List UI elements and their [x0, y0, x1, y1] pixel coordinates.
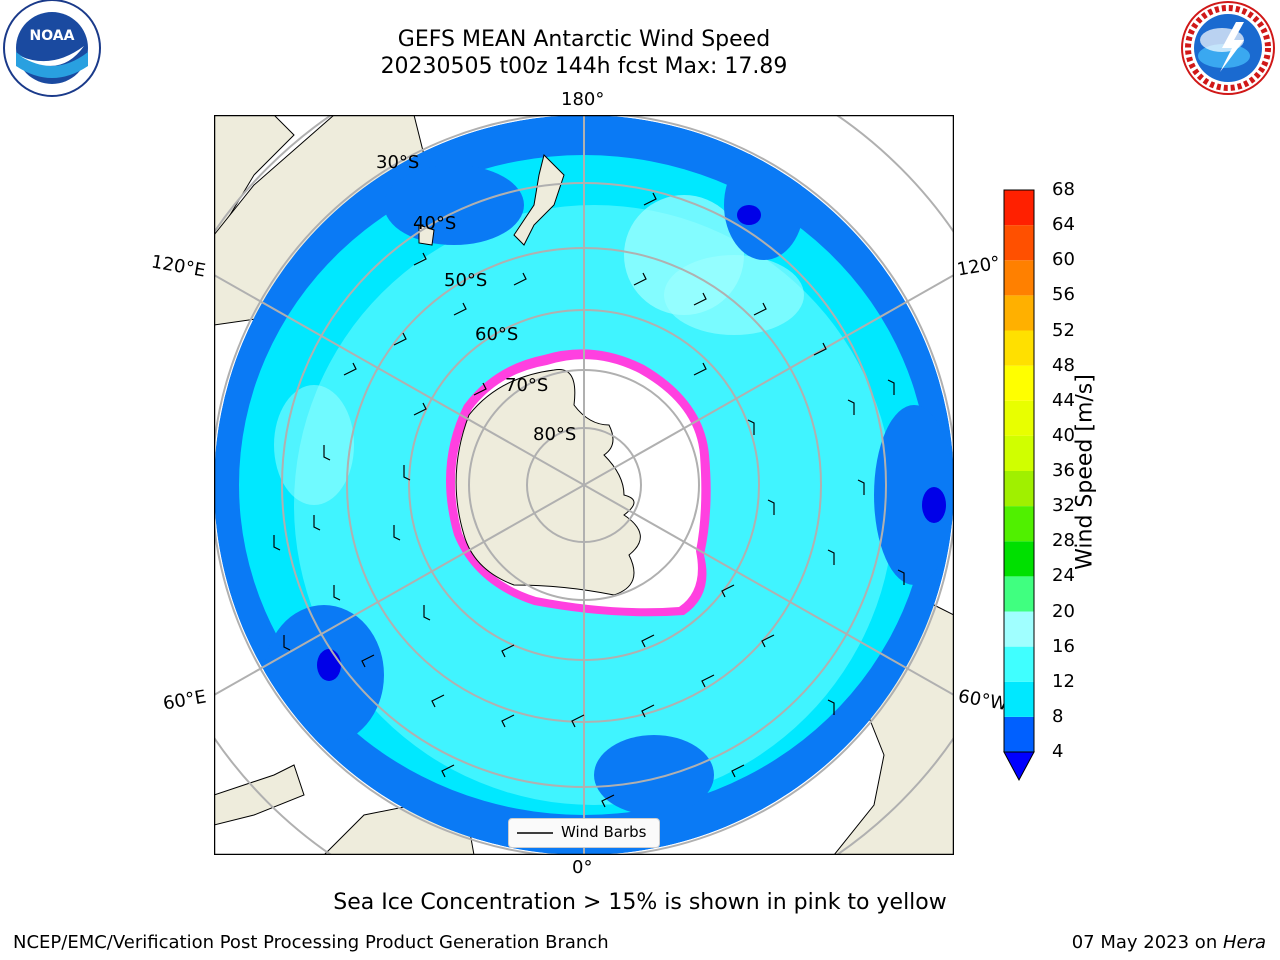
title-line-1: GEFS MEAN Antarctic Wind Speed: [397, 27, 771, 52]
colorbar-segment: [1004, 646, 1034, 682]
colorbar-segment: [1004, 330, 1034, 366]
colorbar-tick-label: 20: [1052, 600, 1075, 622]
colorbar-segment: [1004, 400, 1034, 436]
colorbar-tick-label: 8: [1052, 705, 1064, 727]
colorbar-segment: [1004, 365, 1034, 401]
colorbar-segment: [1004, 541, 1034, 577]
colorbar-tick-label: 12: [1052, 670, 1075, 692]
colorbar-tick-label: 24: [1052, 565, 1075, 587]
lon-label-120w: 120°: [955, 252, 1002, 281]
colorbar-tick-label: 56: [1052, 284, 1075, 306]
colorbar-extend-min: [1003, 751, 1035, 782]
colorbar-frame: [1003, 189, 1035, 753]
colorbar-segment: [1004, 435, 1034, 471]
footer-host: Hera: [1222, 932, 1266, 953]
colorbar-segment: [1004, 611, 1034, 647]
lat-label-80s: 80°S: [533, 424, 577, 445]
colorbar-tick-label: 64: [1052, 214, 1075, 236]
colorbar-tick-label: 36: [1052, 460, 1075, 481]
colorbar-segment: [1004, 260, 1034, 296]
polar-map: [214, 115, 954, 855]
noaa-logo: NOAA: [0, 0, 104, 100]
lat-label-60s: 60°S: [475, 324, 519, 345]
colorbar-tick-label: 44: [1052, 389, 1075, 411]
land-new-zealand: [513, 154, 565, 246]
land-australia-corner: [214, 115, 295, 246]
lat-label-70s: 70°S: [505, 375, 549, 396]
colorbar-tick-label: 60: [1052, 249, 1075, 271]
footer-right: 07 May 2023 on Hera: [1072, 932, 1266, 953]
lat-label-30s: 30°S: [376, 152, 420, 173]
colorbar-segment: [1004, 681, 1034, 717]
lon-label-0: 0°: [572, 857, 593, 878]
colorbar-tick-label: 4: [1052, 741, 1064, 762]
colorbar-ticks: 4 8 12 16 20 24 28 32 36 40 44 48 52 56 60 64 68: [1042, 0, 1102, 960]
lon-label-180: 180°: [561, 89, 605, 110]
lat-label-40s: 40°S: [413, 213, 457, 234]
colorbar-segment: [1004, 506, 1034, 542]
colorbar-segment: [1004, 190, 1034, 226]
footer-date: 07 May 2023 on: [1071, 932, 1223, 953]
colorbar-segment: [1004, 225, 1034, 261]
colorbar-tick-label: 48: [1052, 354, 1075, 376]
colorbar-tick-label: 40: [1052, 424, 1075, 446]
title-line-2: 20230505 t00z 144h fcst Max: 17.89: [380, 54, 788, 79]
colorbar-segment: [1004, 716, 1034, 752]
legend-label: Wind Barbs: [561, 823, 647, 841]
colorbar-tick-label: 52: [1052, 319, 1075, 341]
colorbar-segment: [1004, 295, 1034, 331]
nws-logo: [1178, 0, 1280, 100]
colorbar-tick-label: 16: [1052, 635, 1075, 657]
colorbar-tick-label: 32: [1052, 495, 1075, 517]
lat-label-50s: 50°S: [444, 270, 488, 291]
lon-label-120e: 120°E: [149, 251, 208, 282]
lon-label-60e: 60°E: [161, 686, 208, 715]
graticule: [214, 115, 954, 855]
footer-left: NCEP/EMC/Verification Post Processing Pr…: [13, 932, 609, 953]
sea-ice-caption: Sea Ice Concentration > 15% is shown in …: [333, 890, 947, 915]
wind-barbs: [273, 192, 905, 808]
colorbar-segment: [1004, 576, 1034, 612]
colorbar-tick-label: 68: [1052, 179, 1075, 200]
colorbar-label: Wind Speed [m/s]: [1072, 374, 1098, 570]
land-antarctica: [455, 368, 641, 596]
svg-text:NOAA: NOAA: [30, 28, 75, 44]
colorbar: [1003, 189, 1035, 782]
colorbar-segment: [1004, 471, 1034, 507]
map-legend: Wind Barbs: [508, 818, 660, 848]
colorbar-tick-label: 28: [1052, 530, 1075, 552]
land-madagascar: [214, 764, 305, 826]
